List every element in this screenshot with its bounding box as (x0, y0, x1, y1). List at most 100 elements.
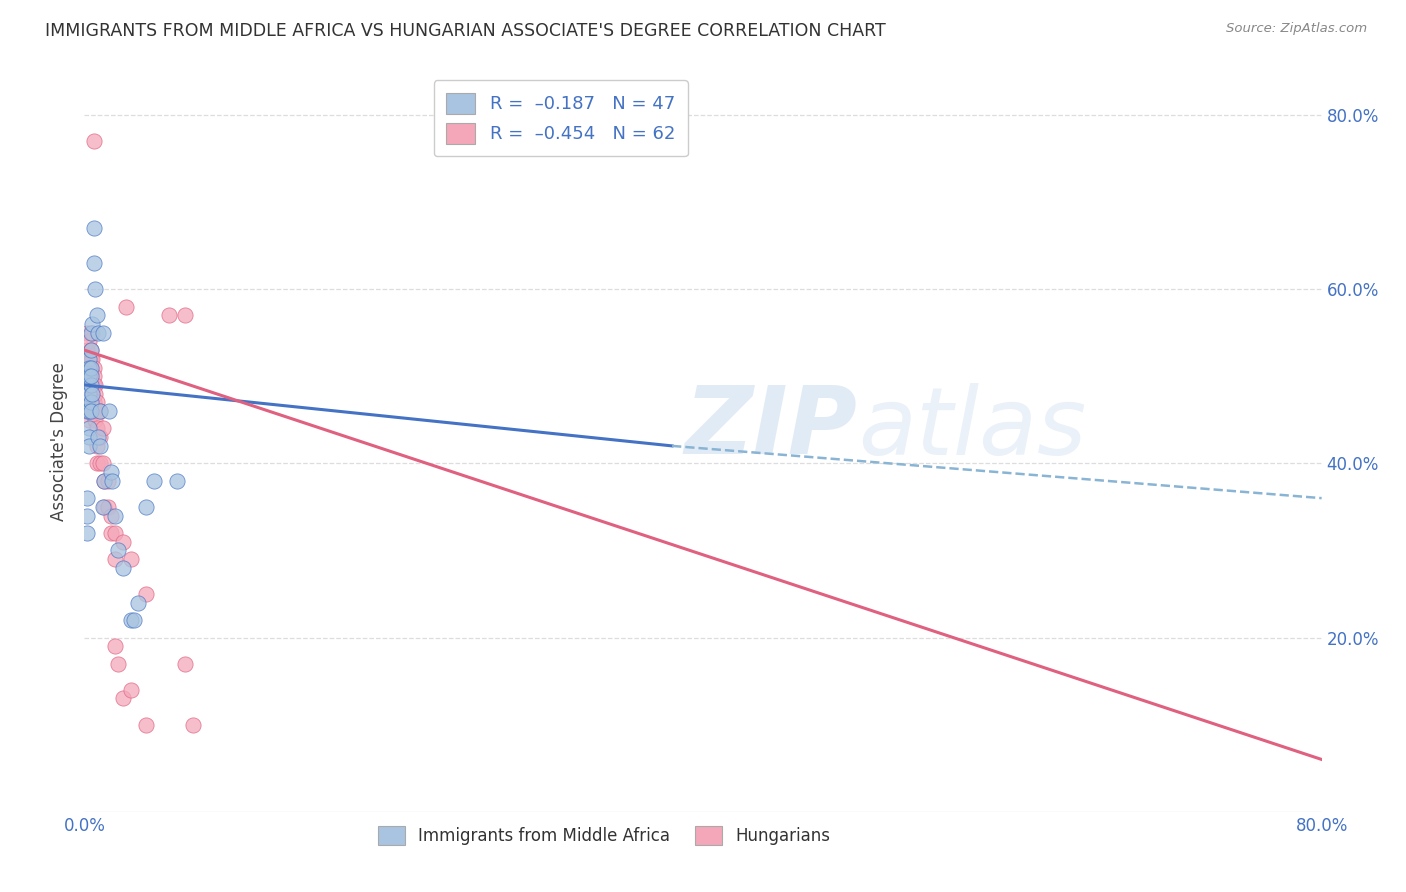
Y-axis label: Associate's Degree: Associate's Degree (51, 362, 69, 521)
Point (76, 351, 98, 366)
Point (76, 378, 98, 392)
Point (89, 456, 111, 470)
Point (135, 717, 157, 731)
Point (135, 500, 157, 514)
Point (112, 691, 135, 706)
Point (83, 256, 105, 270)
Point (77, 404, 100, 418)
Point (104, 552, 127, 566)
Point (84, 386, 107, 401)
Point (93, 474, 115, 488)
Point (120, 613, 142, 627)
Point (79, 326, 101, 340)
Point (112, 534, 135, 549)
Point (91, 500, 114, 514)
Point (127, 596, 149, 610)
Point (79, 404, 101, 418)
Point (79, 369, 101, 384)
Point (84, 282, 107, 296)
Point (79, 386, 101, 401)
Point (77, 430, 100, 444)
Point (107, 543, 129, 558)
Point (112, 561, 135, 575)
Point (122, 613, 145, 627)
Point (89, 439, 111, 453)
Point (77, 351, 100, 366)
Point (91, 456, 114, 470)
Point (174, 657, 197, 671)
Point (77, 351, 100, 366)
Point (77, 369, 100, 384)
Point (89, 404, 111, 418)
Point (93, 500, 115, 514)
Point (101, 474, 124, 488)
Text: Source: ZipAtlas.com: Source: ZipAtlas.com (1226, 22, 1367, 36)
Point (174, 308, 197, 322)
Point (104, 526, 127, 541)
Point (120, 682, 142, 697)
Point (82, 317, 104, 331)
Point (143, 474, 166, 488)
Point (120, 552, 142, 566)
Point (79, 343, 101, 357)
Point (76, 395, 98, 409)
Point (86, 439, 108, 453)
Point (79, 360, 101, 375)
Point (77, 334, 100, 349)
Point (96, 474, 118, 488)
Point (77, 386, 100, 401)
Point (86, 421, 108, 435)
Point (100, 526, 122, 541)
Point (82, 351, 104, 366)
Point (82, 386, 104, 401)
Point (104, 508, 127, 523)
Point (76, 369, 98, 384)
Point (86, 395, 108, 409)
Point (83, 221, 105, 235)
Legend: Immigrants from Middle Africa, Hungarians: Immigrants from Middle Africa, Hungarian… (371, 819, 837, 852)
Text: IMMIGRANTS FROM MIDDLE AFRICA VS HUNGARIAN ASSOCIATE'S DEGREE CORRELATION CHART: IMMIGRANTS FROM MIDDLE AFRICA VS HUNGARI… (45, 22, 886, 40)
Point (79, 360, 101, 375)
Point (79, 351, 101, 366)
Point (77, 360, 100, 375)
Point (83, 369, 105, 384)
Point (79, 378, 101, 392)
Point (104, 639, 127, 653)
Point (79, 404, 101, 418)
Point (87, 430, 110, 444)
Point (86, 456, 108, 470)
Point (79, 378, 101, 392)
Point (159, 308, 180, 322)
Point (76, 404, 98, 418)
Point (82, 386, 104, 401)
Point (77, 386, 100, 401)
Point (82, 326, 104, 340)
Point (76, 343, 98, 357)
Point (76, 526, 98, 541)
Point (83, 134, 105, 148)
Point (107, 657, 129, 671)
Point (79, 343, 101, 357)
Point (83, 378, 105, 392)
Point (84, 378, 107, 392)
Point (100, 508, 122, 523)
Text: atlas: atlas (858, 383, 1085, 474)
Point (84, 404, 107, 418)
Point (96, 500, 118, 514)
Point (76, 508, 98, 523)
Point (76, 326, 98, 340)
Point (87, 326, 110, 340)
Point (77, 439, 100, 453)
Point (77, 413, 100, 427)
Text: ZIP: ZIP (685, 383, 858, 475)
Point (77, 378, 100, 392)
Point (77, 360, 100, 375)
Point (115, 300, 138, 314)
Point (135, 587, 157, 601)
Point (84, 413, 107, 427)
Point (76, 369, 98, 384)
Point (89, 430, 111, 444)
Point (76, 491, 98, 505)
Point (79, 369, 101, 384)
Point (91, 421, 114, 435)
